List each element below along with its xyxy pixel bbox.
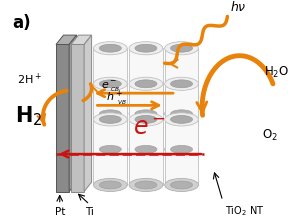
Ellipse shape: [99, 80, 121, 88]
Ellipse shape: [165, 77, 198, 90]
Polygon shape: [129, 84, 163, 149]
Text: $h\nu$: $h\nu$: [230, 0, 247, 15]
Text: H$_2$O: H$_2$O: [264, 65, 289, 80]
Text: Ti: Ti: [85, 207, 94, 217]
Ellipse shape: [94, 77, 127, 90]
Ellipse shape: [135, 145, 157, 153]
Text: $_{CB}$: $_{CB}$: [110, 85, 120, 94]
Ellipse shape: [171, 145, 193, 153]
Ellipse shape: [135, 110, 157, 118]
Text: TiO$_2$ NT: TiO$_2$ NT: [225, 204, 264, 218]
Ellipse shape: [171, 80, 193, 88]
Ellipse shape: [135, 116, 157, 123]
Ellipse shape: [129, 107, 163, 120]
Polygon shape: [129, 119, 163, 185]
Text: $_{VB}$: $_{VB}$: [117, 98, 127, 107]
Ellipse shape: [129, 42, 163, 55]
Polygon shape: [94, 84, 127, 149]
Ellipse shape: [94, 143, 127, 156]
Ellipse shape: [129, 113, 163, 126]
Ellipse shape: [94, 42, 127, 55]
Text: $h^+$: $h^+$: [106, 89, 123, 104]
Ellipse shape: [94, 107, 127, 120]
Ellipse shape: [171, 110, 193, 118]
Ellipse shape: [135, 44, 157, 52]
Ellipse shape: [99, 181, 121, 189]
Ellipse shape: [165, 42, 198, 55]
Ellipse shape: [171, 181, 193, 189]
Text: H$_2$: H$_2$: [15, 105, 42, 128]
Text: $e^-$: $e^-$: [101, 80, 117, 91]
Polygon shape: [69, 35, 76, 192]
Ellipse shape: [99, 110, 121, 118]
Ellipse shape: [129, 77, 163, 90]
Ellipse shape: [129, 143, 163, 156]
Polygon shape: [56, 35, 76, 44]
Text: O$_2$: O$_2$: [262, 128, 278, 143]
Polygon shape: [71, 35, 92, 44]
Ellipse shape: [99, 116, 121, 123]
Text: a): a): [12, 15, 31, 33]
Text: 2H$^+$: 2H$^+$: [17, 72, 41, 87]
Ellipse shape: [171, 44, 193, 52]
Ellipse shape: [165, 143, 198, 156]
Polygon shape: [94, 48, 127, 114]
Text: Pt: Pt: [55, 207, 65, 217]
Polygon shape: [165, 119, 198, 185]
Ellipse shape: [129, 178, 163, 192]
Ellipse shape: [99, 145, 121, 153]
Polygon shape: [71, 44, 84, 192]
Ellipse shape: [165, 178, 198, 192]
Ellipse shape: [165, 107, 198, 120]
Ellipse shape: [99, 44, 121, 52]
Polygon shape: [165, 84, 198, 149]
Text: $e^-$: $e^-$: [133, 116, 166, 140]
Ellipse shape: [135, 80, 157, 88]
Polygon shape: [94, 119, 127, 185]
Ellipse shape: [165, 113, 198, 126]
Polygon shape: [129, 48, 163, 114]
Polygon shape: [165, 48, 198, 114]
Ellipse shape: [94, 178, 127, 192]
Polygon shape: [84, 35, 92, 192]
Ellipse shape: [94, 113, 127, 126]
Polygon shape: [56, 44, 69, 192]
Ellipse shape: [171, 116, 193, 123]
Ellipse shape: [135, 181, 157, 189]
